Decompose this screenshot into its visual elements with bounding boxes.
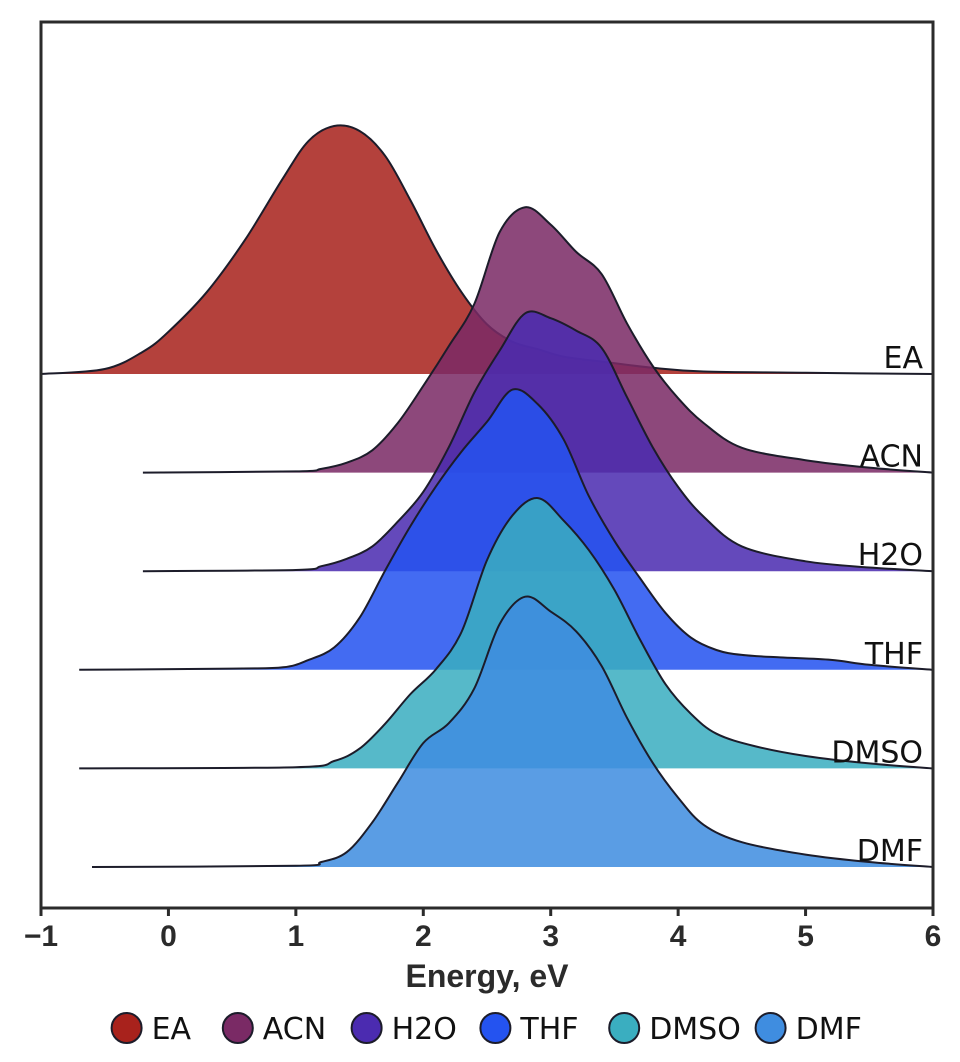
ridge-area-ea [41,125,933,374]
ridge-label-dmf: DMF [857,834,923,869]
legend-label-ea: EA [152,1012,192,1047]
legend-marker-h2o [350,1012,383,1044]
legend-marker-dmf [754,1012,787,1044]
legend-label-h2o: H2O [392,1012,457,1047]
x-tick-label: 2 [415,920,432,953]
plot-frame [39,20,935,910]
legend-marker-dmso [608,1012,641,1044]
x-tick-label: 6 [925,920,942,953]
x-axis-title: Energy, eV [405,958,569,994]
x-tick-label: 3 [542,920,559,953]
legend-label-thf: THF [519,1012,578,1047]
ridge-line-h2o [142,310,934,573]
x-tick-label: 1 [288,920,305,953]
ridge-area-dmf [92,596,933,867]
ridge-label-acn: ACN [860,440,923,475]
x-tick-label: 5 [797,920,814,953]
legend-marker-acn [221,1012,254,1044]
x-tick-label: −1 [24,920,58,953]
x-tick-label: 4 [670,920,687,953]
legend-marker-ea [110,1012,143,1044]
ridge-line-thf [79,388,934,671]
legend: EA ACN H2O THF DMSO DMF [110,1012,862,1047]
ridge-line-dmf [91,595,934,868]
ridge-label-thf: THF [864,637,923,672]
x-tick-label: 0 [160,920,177,953]
ridge-label-h2o: H2O [858,538,923,573]
legend-marker-thf [479,1012,512,1044]
ridge-label-ea: EA [884,341,924,376]
row-labels: EA ACN H2O THF DMSO DMF [831,341,923,869]
legend-label-dmso: DMSO [649,1012,741,1047]
ridges [40,124,934,868]
ridge-label-dmso: DMSO [831,735,923,770]
ridge-line-acn [142,206,934,474]
legend-label-dmf: DMF [796,1012,862,1047]
ridge-line-dmso [79,497,934,770]
x-axis: −1 0 1 2 3 4 5 6 [24,908,941,953]
legend-label-acn: ACN [263,1012,326,1047]
